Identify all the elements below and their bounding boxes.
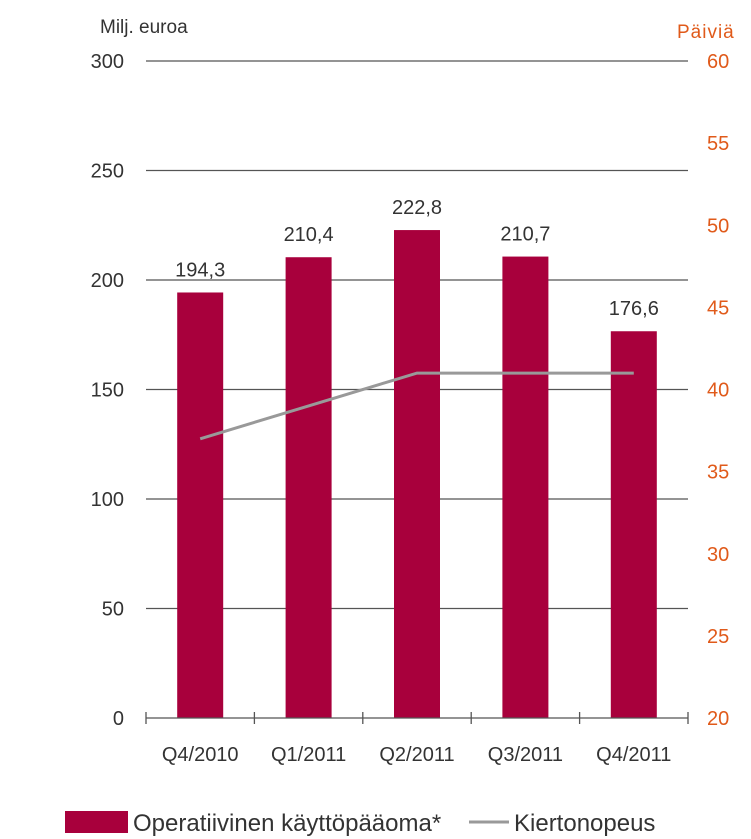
legend-label-bar: Operatiivinen käyttöpääoma* — [133, 810, 441, 837]
x-tick-label: Q3/2011 — [488, 744, 563, 766]
line-series — [199, 371, 634, 441]
right-tick-label: 20 — [707, 708, 729, 730]
left-tick-label: 300 — [91, 51, 124, 73]
bar — [394, 230, 440, 718]
x-tick-label: Q1/2011 — [271, 744, 346, 766]
left-tick-label: 50 — [102, 599, 124, 621]
bar — [285, 257, 332, 718]
bar — [502, 256, 549, 718]
x-tick-label: Q4/2010 — [162, 744, 239, 766]
bar-value-label: 194,3 — [175, 259, 225, 281]
right-tick-label: 25 — [707, 626, 729, 648]
left-tick-label: 0 — [113, 708, 124, 730]
left-axis-unit: Milj. euroa — [100, 17, 188, 38]
right-tick-label: 40 — [707, 380, 729, 402]
left-tick-label: 200 — [91, 270, 124, 292]
left-tick-label: 100 — [91, 489, 124, 511]
legend-label-line: Kiertonopeus — [514, 810, 655, 837]
left-tick-label: 150 — [91, 380, 124, 402]
left-tick-label: 250 — [91, 161, 124, 183]
bars — [177, 230, 657, 718]
right-tick-label: 35 — [707, 462, 729, 484]
bar-value-label: 176,6 — [609, 298, 659, 320]
data-labels: 194,3 210,4 222,8 210,7 176,6 — [175, 197, 659, 320]
right-tick-label: 60 — [707, 51, 729, 73]
line-kiertonopeus — [199, 371, 634, 441]
axes: 0 50 100 150 200 250 300 20 25 30 35 40 45 50 55 60 Q4/2… — [91, 51, 730, 766]
right-tick-label: 50 — [707, 215, 729, 237]
right-axis-unit: Päiviä — [677, 22, 735, 43]
x-tick-label: Q4/2011 — [596, 744, 671, 766]
bar-value-label: 222,8 — [392, 197, 442, 219]
bar-value-label: 210,4 — [284, 224, 334, 246]
legend: Operatiivinen käyttöpääoma* Kiertonopeus — [65, 810, 655, 837]
x-tick-label: Q2/2011 — [379, 744, 454, 766]
right-tick-label: 30 — [707, 544, 729, 566]
legend-swatch-bar — [65, 811, 128, 833]
bar — [177, 292, 224, 718]
right-tick-label: 55 — [707, 133, 729, 155]
bar-value-label: 210,7 — [500, 224, 550, 246]
bar — [610, 331, 657, 718]
right-tick-label: 45 — [707, 297, 729, 319]
